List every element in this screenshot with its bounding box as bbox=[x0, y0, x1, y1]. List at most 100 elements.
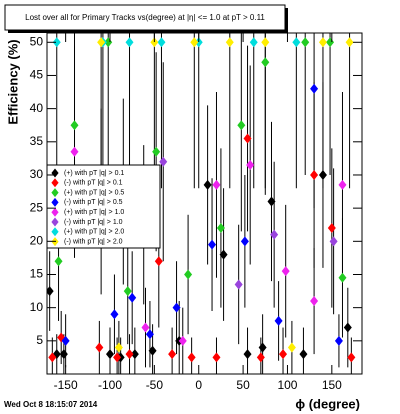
point bbox=[318, 169, 327, 180]
point bbox=[267, 196, 276, 207]
point bbox=[338, 272, 347, 283]
legend-marker bbox=[51, 207, 59, 217]
point bbox=[345, 37, 354, 48]
legend-box bbox=[46, 164, 161, 249]
point bbox=[347, 352, 356, 363]
point bbox=[194, 37, 203, 48]
point bbox=[212, 352, 221, 363]
point bbox=[243, 349, 252, 360]
y-tick-label: 10 bbox=[30, 300, 44, 314]
legend-label: (-) with pT |q| > 2.0 bbox=[64, 238, 123, 245]
point bbox=[329, 236, 338, 247]
point bbox=[152, 146, 161, 157]
point bbox=[113, 352, 122, 363]
y-tick-label: 30 bbox=[30, 167, 44, 181]
point bbox=[95, 342, 104, 353]
point bbox=[281, 266, 290, 277]
point bbox=[178, 335, 187, 346]
point bbox=[184, 269, 193, 280]
legend-label: (-) with pT |q| > 1.0 bbox=[64, 219, 123, 226]
point bbox=[310, 169, 319, 180]
point bbox=[59, 349, 68, 360]
point bbox=[261, 37, 270, 48]
legend-marker bbox=[51, 217, 59, 227]
point bbox=[168, 349, 177, 360]
point bbox=[97, 37, 106, 48]
point bbox=[125, 349, 134, 360]
y-tick-label: 50 bbox=[30, 34, 44, 48]
point bbox=[70, 146, 79, 157]
point bbox=[240, 236, 249, 247]
point bbox=[123, 286, 132, 297]
y-tick-label: 15 bbox=[30, 267, 44, 281]
point bbox=[110, 309, 119, 320]
point bbox=[157, 37, 166, 48]
point bbox=[203, 179, 212, 190]
x-tick-label: 100 bbox=[277, 378, 297, 392]
y-tick-label: 20 bbox=[30, 233, 44, 247]
point bbox=[145, 329, 154, 340]
point bbox=[338, 179, 347, 190]
point bbox=[141, 322, 150, 333]
x-axis-label: ϕ (degree) bbox=[295, 396, 360, 411]
legend-label: (+) with pT |q| > 0.5 bbox=[64, 189, 124, 196]
point bbox=[234, 279, 243, 290]
point bbox=[225, 37, 234, 48]
x-tick-label: -50 bbox=[146, 378, 164, 392]
point bbox=[187, 352, 196, 363]
point bbox=[154, 256, 163, 267]
legend-label: (-) with pT |q| > 0.1 bbox=[64, 180, 123, 187]
timestamp: Wed Oct 8 18:15:07 2014 bbox=[4, 400, 98, 409]
point bbox=[216, 223, 225, 234]
legend-label: (-) with pT |q| > 0.5 bbox=[64, 199, 123, 206]
legend-marker bbox=[51, 227, 59, 237]
point bbox=[219, 249, 228, 260]
legend-label: (+) with pT |q| > 2.0 bbox=[64, 229, 124, 236]
point bbox=[125, 37, 134, 48]
legend-label: (+) with pT |q| > 1.0 bbox=[64, 209, 124, 216]
point bbox=[208, 239, 217, 250]
point bbox=[249, 37, 258, 48]
point bbox=[54, 256, 63, 267]
point bbox=[246, 160, 255, 171]
point bbox=[172, 302, 181, 313]
point bbox=[150, 37, 159, 48]
x-tick-label: -150 bbox=[54, 378, 78, 392]
y-tick-label: 25 bbox=[30, 200, 44, 214]
y-tick-label: 45 bbox=[30, 68, 44, 82]
legend: (+) with pT |q| > 0.1 (-) with pT |q| > 0… bbox=[46, 164, 161, 249]
point bbox=[114, 342, 123, 353]
point bbox=[212, 179, 221, 190]
point bbox=[52, 37, 61, 48]
point bbox=[148, 345, 157, 356]
point bbox=[48, 352, 57, 363]
y-tick-label: 5 bbox=[36, 333, 43, 347]
point bbox=[292, 37, 301, 48]
legend-marker bbox=[51, 197, 59, 207]
title-box bbox=[4, 4, 286, 31]
point bbox=[327, 223, 336, 234]
point bbox=[343, 322, 352, 333]
point bbox=[243, 133, 252, 144]
point bbox=[299, 349, 308, 360]
point bbox=[128, 292, 137, 303]
point bbox=[274, 315, 283, 326]
point bbox=[334, 335, 343, 346]
point bbox=[190, 37, 199, 48]
y-tick-label: 40 bbox=[30, 101, 44, 115]
point bbox=[310, 296, 319, 307]
point bbox=[270, 229, 279, 240]
point bbox=[261, 57, 270, 68]
y-axis-label: Efficiency (%) bbox=[5, 39, 20, 124]
point bbox=[106, 349, 114, 360]
point bbox=[70, 120, 79, 131]
point bbox=[258, 342, 267, 353]
point bbox=[287, 342, 296, 353]
legend-marker bbox=[51, 178, 59, 188]
point bbox=[279, 349, 288, 360]
x-tick-label: 50 bbox=[236, 378, 250, 392]
point bbox=[256, 352, 265, 363]
legend-label: (+) with pT |q| > 0.1 bbox=[64, 170, 124, 177]
point bbox=[301, 37, 310, 48]
